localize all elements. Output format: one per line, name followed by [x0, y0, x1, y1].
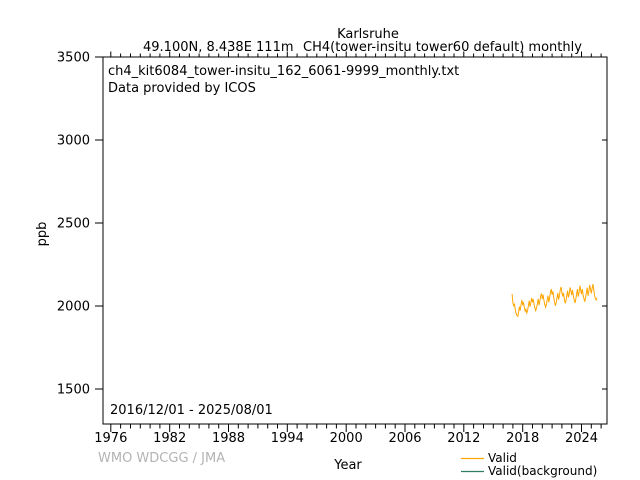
date-range-label: 2016/12/01 - 2025/08/01: [110, 403, 273, 418]
x-tick-label: 2012: [447, 431, 480, 446]
x-tick-label: 2000: [330, 431, 363, 446]
station-coordinates-label: 49.100N, 8.438E 111m: [143, 40, 294, 55]
x-tick-label: 1976: [94, 431, 127, 446]
y-tick-label: 3000: [57, 134, 90, 149]
chart-title: Karlsruhe: [337, 27, 399, 42]
data-series: [511, 284, 598, 318]
plot-frame: [102, 56, 608, 425]
x-tick-label: 2006: [388, 431, 421, 446]
valid-series-line: [511, 284, 598, 318]
x-axis-label: Year: [333, 458, 362, 473]
legend-valid-background-label: Valid(background): [488, 464, 597, 478]
y-tick-label: 3500: [57, 51, 90, 66]
x-tick-label: 2018: [506, 431, 539, 446]
provider-annotation: Data provided by ICOS: [108, 81, 256, 96]
y-axis-label: ppb: [35, 222, 50, 247]
parameter-label: CH4(tower-insitu tower60 default) monthl…: [303, 40, 582, 55]
y-tick-label: 1500: [57, 383, 90, 398]
x-tick-label: 1994: [271, 431, 304, 446]
x-tick-label: 1988: [212, 431, 245, 446]
axis-ticks: 1976 1982 1988 1994 2000 2006 2012 2018 2024 1500…: [57, 51, 607, 446]
legend: Valid Valid(background): [461, 451, 597, 478]
wdcgg-credit-label: WMO WDCGG / JMA: [98, 451, 225, 466]
y-tick-label: 2500: [57, 217, 90, 232]
x-tick-label: 1982: [153, 431, 186, 446]
x-tick-label: 2024: [565, 431, 598, 446]
datafile-annotation: ch4_kit6084_tower-insitu_162_6061-9999_m…: [108, 64, 459, 79]
y-tick-label: 2000: [57, 300, 90, 315]
legend-valid-label: Valid: [488, 451, 517, 465]
